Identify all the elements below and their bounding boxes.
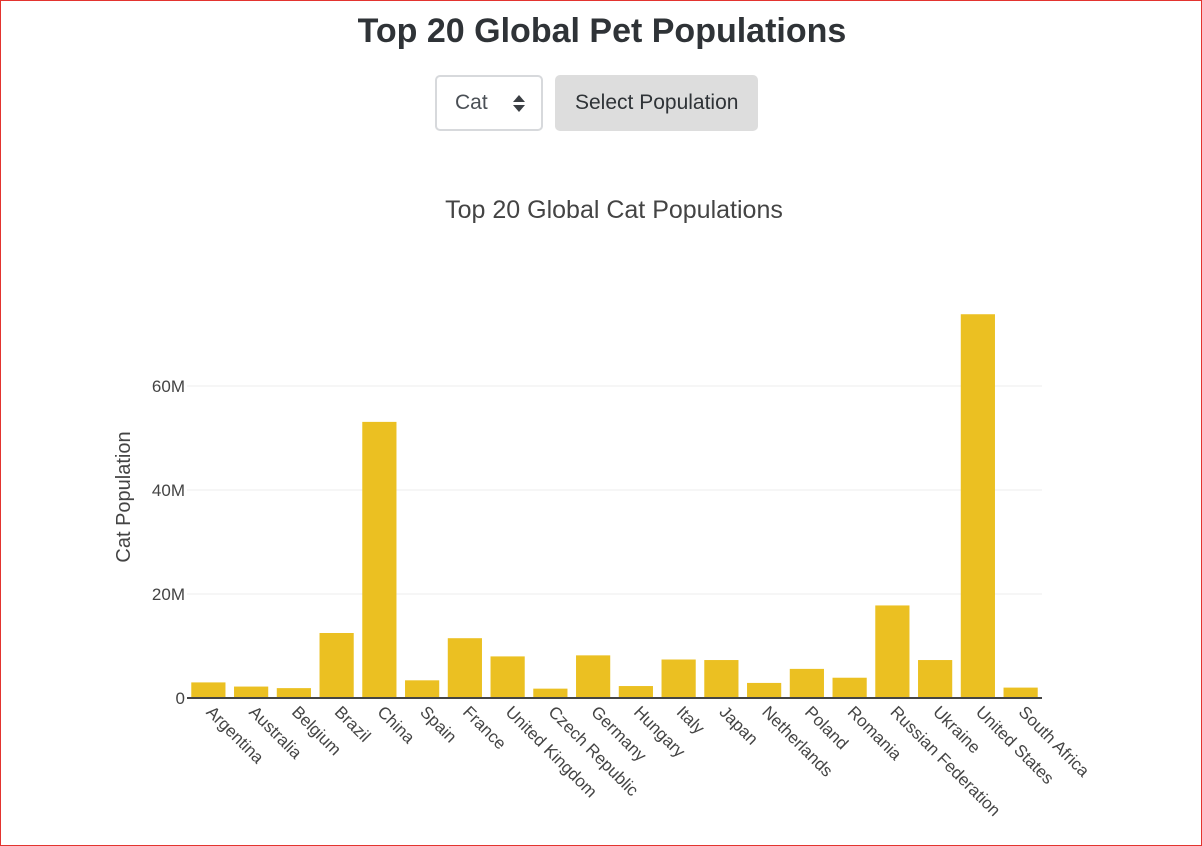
y-tick-label: 40M (152, 481, 185, 500)
bar-south-africa[interactable] (1003, 687, 1038, 698)
y-tick-label: 20M (152, 585, 185, 604)
population-select-value: Cat (455, 91, 488, 114)
bar-spain[interactable] (405, 680, 440, 698)
bar-brazil[interactable] (319, 633, 354, 698)
x-tick-label: Japan (716, 702, 762, 748)
bar-czech-republic[interactable] (533, 688, 568, 698)
bar-australia[interactable] (234, 686, 269, 698)
page-title: Top 20 Global Pet Populations (357, 12, 847, 50)
bar-argentina[interactable] (191, 682, 226, 698)
y-tick-label: 0 (176, 689, 185, 708)
y-axis-label: Cat Population (113, 431, 135, 562)
chart-title: Top 20 Global Cat Populations (445, 196, 783, 224)
bar-ukraine[interactable] (918, 660, 953, 698)
x-tick-label: China (374, 702, 419, 747)
bar-romania[interactable] (832, 677, 867, 698)
x-tick-label: Italy (673, 702, 709, 738)
select-population-button[interactable]: Select Population (555, 75, 759, 131)
gridlines (187, 385, 1042, 595)
bar-hungary[interactable] (618, 686, 653, 698)
bar-russian-federation[interactable] (875, 605, 910, 698)
bar-italy[interactable] (661, 659, 696, 698)
y-tick-label: 60M (152, 377, 185, 396)
controls-bar: Cat Select Population (435, 75, 759, 131)
bar-poland[interactable] (789, 668, 824, 698)
x-tick-label: France (459, 702, 510, 753)
bar-united-kingdom[interactable] (490, 656, 525, 698)
bar-china[interactable] (362, 421, 397, 698)
bar-united-states[interactable] (960, 314, 995, 698)
bar-france[interactable] (447, 638, 482, 698)
bars (191, 314, 1038, 698)
bar-japan[interactable] (704, 660, 739, 698)
bar-netherlands[interactable] (747, 682, 782, 698)
x-tick-label: Spain (416, 702, 460, 746)
population-select[interactable]: Cat (435, 75, 543, 131)
bar-belgium[interactable] (276, 688, 311, 698)
y-axis-ticks: 0 20M 40M 60M (152, 377, 185, 708)
sort-arrows-icon (513, 94, 525, 112)
bar-germany[interactable] (576, 655, 611, 698)
